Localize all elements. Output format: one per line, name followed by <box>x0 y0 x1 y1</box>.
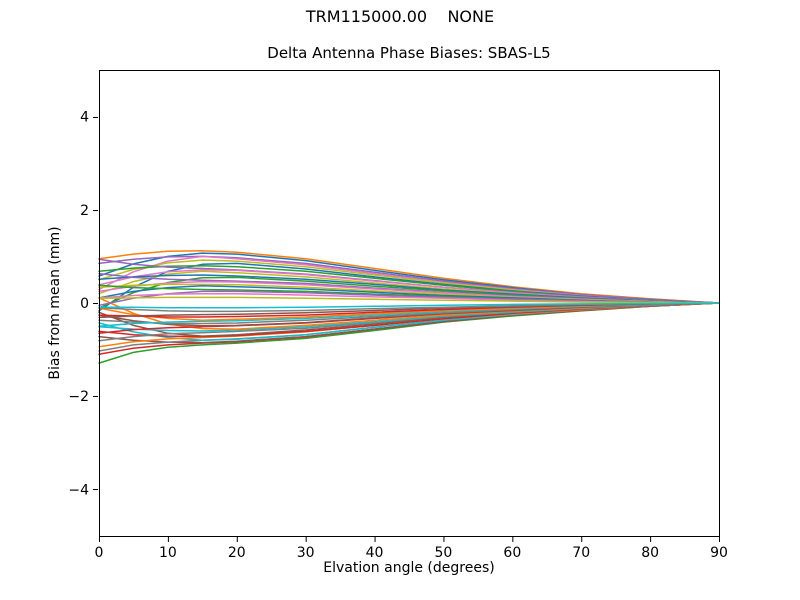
x-tick-label: 50 <box>435 545 453 561</box>
x-tick-label: 80 <box>641 545 659 561</box>
x-tick-label: 0 <box>95 545 104 561</box>
axes-frame <box>99 70 720 537</box>
x-tick-label: 30 <box>297 545 315 561</box>
series-line-01 <box>98 250 720 304</box>
x-tick-label: 10 <box>159 545 177 561</box>
series-line-40 <box>98 302 720 309</box>
x-tick-label: 20 <box>228 545 246 561</box>
x-axis-label: Elvation angle (degrees) <box>323 560 494 576</box>
series-lines <box>98 250 720 364</box>
series-line-36 <box>98 302 720 319</box>
axis-ticks: 0 10 20 30 40 50 60 70 80 90 −4 −2 0 2 4 <box>68 110 728 561</box>
x-tick-label: 90 <box>710 545 728 561</box>
series-line-05 <box>98 255 720 304</box>
y-tick-label: −4 <box>68 482 89 498</box>
y-tick-label: −2 <box>68 389 89 405</box>
figure-title: TRM115000.00 NONE <box>305 7 495 26</box>
y-tick-label: 0 <box>80 296 89 312</box>
x-tick-label: 60 <box>503 545 521 561</box>
axes-title: Delta Antenna Phase Biases: SBAS-L5 <box>267 44 551 62</box>
series-line-39 <box>98 296 720 304</box>
x-tick-label: 40 <box>366 545 384 561</box>
y-tick-label: 4 <box>80 110 89 126</box>
x-tick-label: 70 <box>572 545 590 561</box>
y-tick-label: 2 <box>80 203 89 219</box>
y-axis-label: Bias from mean (mm) <box>47 226 63 379</box>
